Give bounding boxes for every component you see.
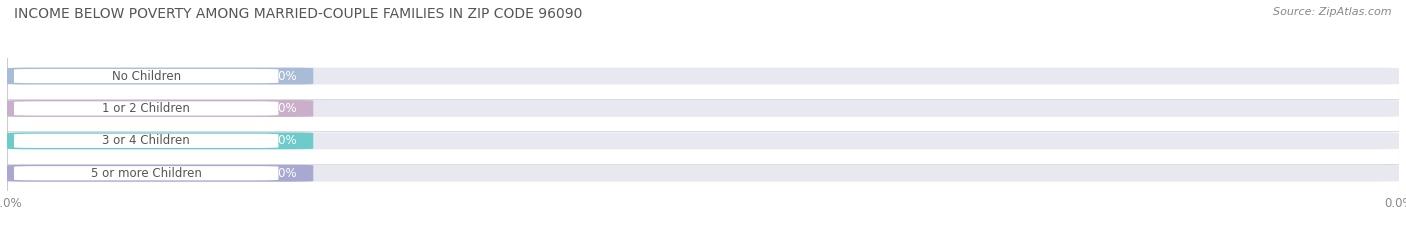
Text: 0.0%: 0.0% <box>267 167 297 180</box>
Text: 0.0%: 0.0% <box>267 102 297 115</box>
Text: No Children: No Children <box>111 70 181 82</box>
Text: 0.0%: 0.0% <box>267 70 297 82</box>
FancyBboxPatch shape <box>7 68 1399 85</box>
Text: 5 or more Children: 5 or more Children <box>91 167 201 180</box>
FancyBboxPatch shape <box>14 101 278 116</box>
Text: INCOME BELOW POVERTY AMONG MARRIED-COUPLE FAMILIES IN ZIP CODE 96090: INCOME BELOW POVERTY AMONG MARRIED-COUPL… <box>14 7 582 21</box>
Text: 0.0%: 0.0% <box>267 134 297 147</box>
FancyBboxPatch shape <box>7 68 314 85</box>
FancyBboxPatch shape <box>14 69 278 83</box>
FancyBboxPatch shape <box>7 100 1399 117</box>
FancyBboxPatch shape <box>14 134 278 148</box>
FancyBboxPatch shape <box>7 100 314 117</box>
Text: 1 or 2 Children: 1 or 2 Children <box>103 102 190 115</box>
FancyBboxPatch shape <box>7 165 1399 182</box>
FancyBboxPatch shape <box>7 165 314 182</box>
FancyBboxPatch shape <box>7 132 1399 149</box>
Text: Source: ZipAtlas.com: Source: ZipAtlas.com <box>1274 7 1392 17</box>
Text: 3 or 4 Children: 3 or 4 Children <box>103 134 190 147</box>
FancyBboxPatch shape <box>7 132 314 149</box>
FancyBboxPatch shape <box>14 166 278 180</box>
